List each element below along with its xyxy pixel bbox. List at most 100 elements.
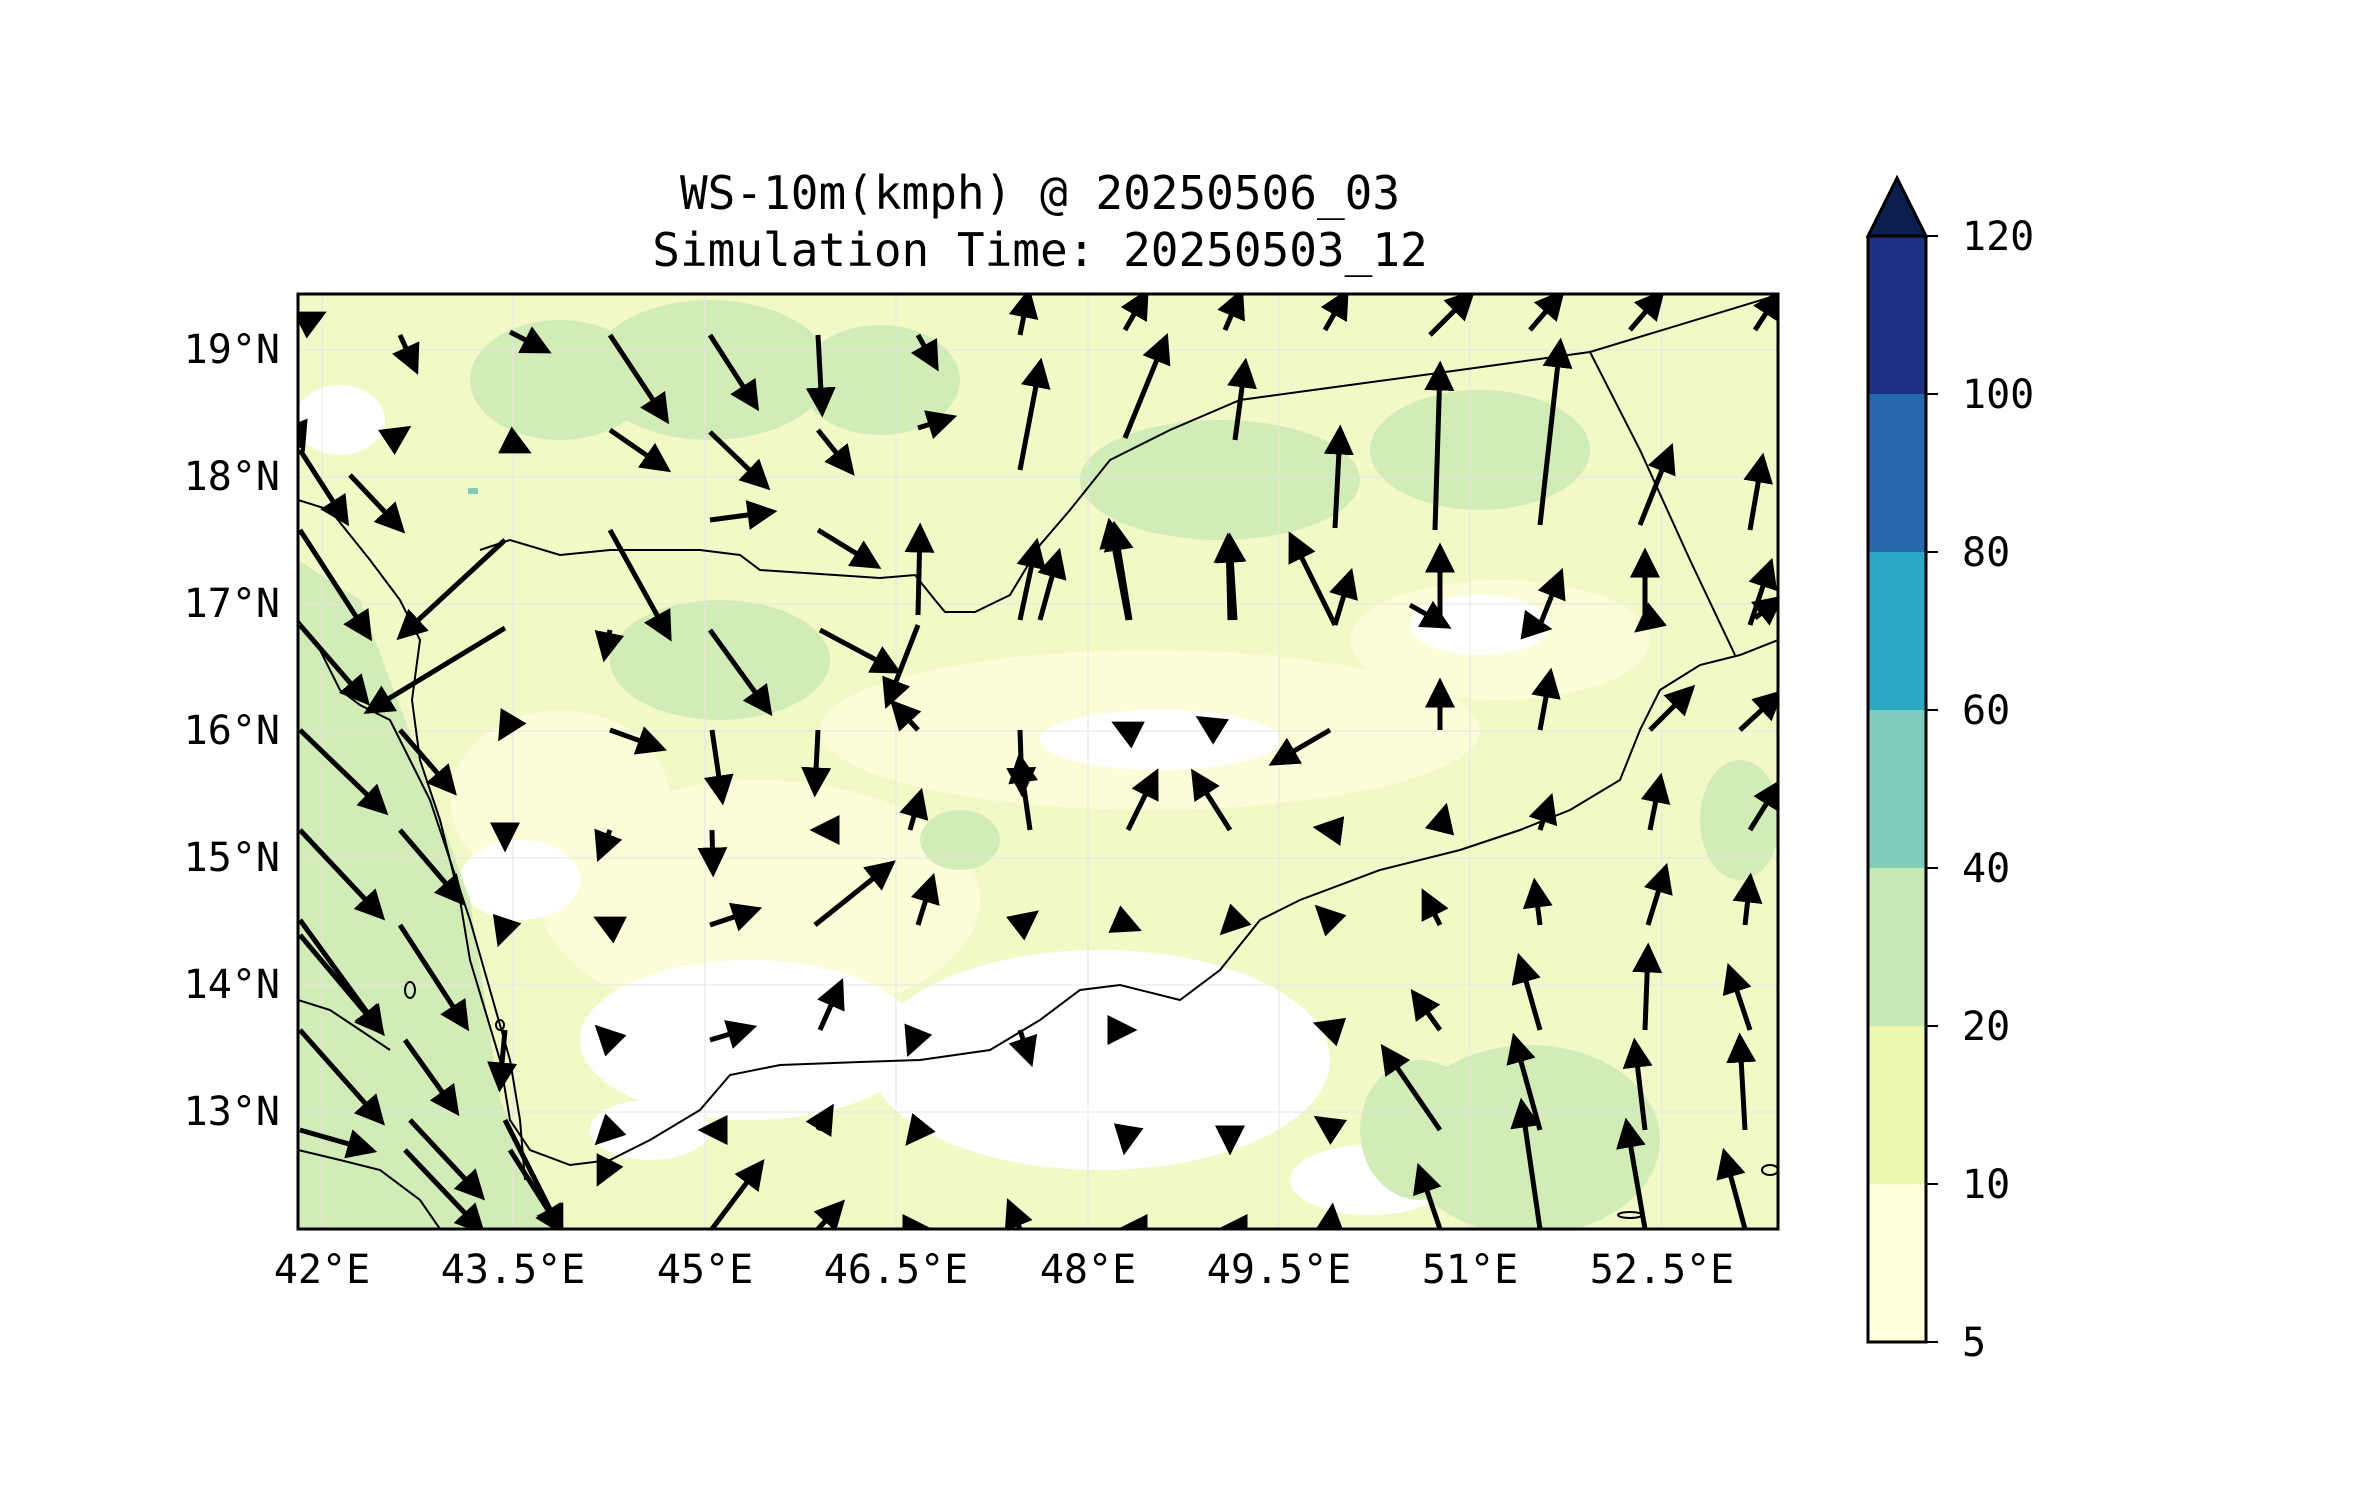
wind-arrow	[1424, 802, 1455, 836]
lat-tick-label: 19°N	[183, 327, 280, 373]
wind-arrow	[1008, 294, 1039, 336]
wind-arrow	[1537, 337, 1573, 526]
wind-arrow	[298, 623, 370, 706]
wind-arrow	[508, 326, 552, 354]
wind-arrow	[1421, 888, 1449, 927]
wind-arrow	[1313, 1115, 1348, 1145]
wind-arrow	[1644, 862, 1673, 926]
wind-arrow	[1219, 903, 1252, 936]
wind-arrow	[1528, 294, 1565, 332]
lon-tick-label: 48°E	[1039, 1247, 1137, 1293]
wind-arrow	[697, 829, 728, 878]
map-frame	[296, 292, 1780, 1231]
wind-arrow	[1195, 716, 1230, 745]
wind-arrow	[403, 1148, 486, 1229]
wind-arrow	[801, 729, 832, 798]
wind-arrow	[492, 913, 522, 948]
colorbar-segment	[1868, 868, 1926, 1026]
wind-arrow	[298, 311, 327, 339]
wind-arrow	[487, 1029, 517, 1093]
wind-arrow	[1312, 816, 1345, 846]
wind-arrow	[813, 1199, 846, 1229]
wind-arrow	[905, 1113, 936, 1146]
wind-arrow	[298, 528, 373, 642]
colorbar-segment	[1868, 1184, 1926, 1342]
wind-arrow	[1227, 357, 1257, 441]
wind-arrow	[1380, 1043, 1443, 1132]
wind-arrow	[1288, 531, 1338, 627]
lat-tick-label: 15°N	[183, 835, 280, 881]
colorbar-segment	[1868, 552, 1926, 710]
wind-arrow	[805, 1103, 834, 1138]
wind-arrow	[1122, 333, 1171, 439]
colorbar-segment	[1868, 236, 1926, 394]
wind-arrow	[1113, 1123, 1144, 1156]
wind-arrow	[1410, 988, 1443, 1032]
wind-arrow	[882, 624, 921, 709]
wind-arrow	[1622, 1037, 1653, 1131]
wind-arrow	[1722, 962, 1753, 1031]
wind-arrow	[707, 628, 773, 717]
wind-arrow	[904, 1023, 933, 1057]
lat-tick-label: 13°N	[183, 1089, 280, 1135]
wind-arrow	[397, 923, 470, 1032]
plot-subtitle: Simulation Time: 20250503_12	[652, 223, 1428, 277]
lon-tick-label: 49.5°E	[1206, 1247, 1352, 1293]
wind-arrow	[1640, 772, 1671, 831]
wind-arrow	[1008, 1029, 1038, 1068]
wind-arrow	[1726, 1032, 1757, 1131]
wind-arrow	[594, 629, 625, 663]
lat-tick-label: 16°N	[183, 708, 280, 754]
wind-vector-field	[298, 294, 1778, 1229]
wind-arrow	[1520, 609, 1553, 640]
colorbar-label: 100	[1962, 372, 2035, 418]
wind-arrow	[398, 728, 457, 796]
wind-arrow	[1329, 567, 1358, 626]
colorbar	[1865, 174, 1938, 1344]
wind-arrow	[1522, 877, 1553, 926]
wind-arrow	[1732, 872, 1763, 926]
wind-arrow	[298, 418, 308, 452]
wind-arrow	[813, 860, 896, 927]
colorbar-segment	[1868, 1026, 1926, 1184]
wind-arrow	[1190, 768, 1233, 832]
wind-arrow	[1006, 910, 1039, 941]
wind-arrow	[1408, 600, 1452, 629]
colorbar-label: 10	[1962, 1162, 2011, 1208]
wind-arrow	[298, 933, 385, 1036]
wind-arrow	[363, 625, 507, 714]
wind-arrow	[1648, 684, 1696, 732]
wind-arrow	[1747, 778, 1778, 832]
wind-arrow	[910, 333, 939, 372]
wind-arrow	[392, 333, 420, 375]
colorbar-frame	[1866, 236, 1928, 1344]
wind-arrow	[1103, 520, 1134, 621]
lat-tick-label: 17°N	[183, 581, 280, 627]
wind-arrow	[1413, 1162, 1443, 1229]
wind-arrow	[1616, 1117, 1648, 1229]
wind-arrow	[1314, 1202, 1345, 1229]
wind-arrow	[1751, 595, 1778, 626]
wind-arrow	[1312, 1017, 1347, 1047]
wind-arrow	[1314, 904, 1347, 937]
colorbar-label: 5	[1962, 1320, 1987, 1366]
wind-arrow	[398, 828, 465, 906]
wind-arrow	[594, 1024, 627, 1057]
wind-arrow	[1428, 294, 1476, 337]
wind-arrow	[1752, 294, 1778, 332]
wind-arrow	[298, 828, 386, 921]
wind-arrow	[1320, 294, 1349, 332]
wind-arrow	[498, 707, 527, 742]
wind-arrow	[594, 1113, 627, 1146]
wind-arrow	[805, 334, 836, 418]
wind-arrow	[402, 1038, 460, 1117]
wind-arrow	[408, 1118, 486, 1201]
lon-tick-label: 45°E	[656, 1247, 754, 1293]
wind-arrow	[1037, 547, 1067, 621]
wind-arrow	[817, 978, 845, 1032]
wind-arrow	[917, 410, 958, 440]
wind-arrow	[904, 522, 935, 616]
wind-arrow	[703, 729, 734, 806]
lon-tick-label: 51°E	[1421, 1247, 1519, 1293]
